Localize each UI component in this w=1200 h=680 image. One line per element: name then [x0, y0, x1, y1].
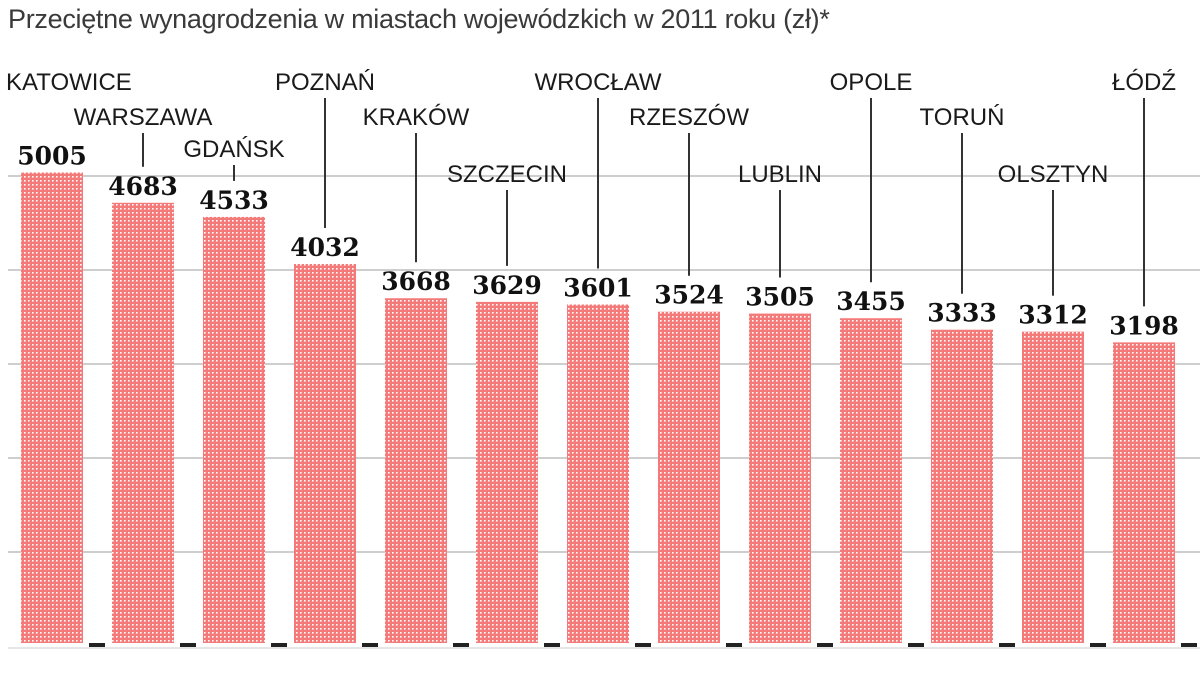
- category-label: OPOLE: [830, 69, 913, 96]
- value-label: 3198: [1109, 311, 1179, 340]
- value-label: 3505: [745, 283, 815, 312]
- category-label: RZESZÓW: [629, 104, 749, 131]
- category-label: WARSZAWA: [74, 104, 213, 131]
- labels: 5005 KATOWICE 4683 WARSZAWA 4533 GDAŃSK 4032 PO…: [6, 69, 1179, 340]
- category-label: ŁÓDŹ: [1112, 69, 1176, 96]
- bar: [840, 318, 902, 643]
- value-label: 3455: [836, 287, 906, 316]
- value-label: 4533: [199, 186, 269, 215]
- value-label: 3524: [654, 281, 724, 310]
- category-label: SZCZECIN: [447, 161, 567, 188]
- value-label: 3601: [563, 274, 633, 303]
- bar: [21, 172, 83, 643]
- bar: [203, 216, 265, 643]
- category-label: KATOWICE: [6, 69, 132, 96]
- value-label: 3312: [1018, 301, 1088, 330]
- bar: [112, 202, 174, 643]
- category-label: POZNAŃ: [275, 69, 375, 96]
- value-label: 5005: [17, 142, 87, 171]
- chart-title: Przeciętne wynagrodzenia w miastach woje…: [8, 4, 830, 34]
- category-label: KRAKÓW: [363, 104, 470, 131]
- value-label: 3629: [472, 271, 542, 300]
- bar: [658, 311, 720, 643]
- bar: [476, 301, 538, 643]
- bar: [749, 313, 811, 643]
- category-label: OLSZTYN: [998, 161, 1109, 188]
- leader-lines: [142, 98, 1145, 307]
- value-label: 3668: [381, 267, 451, 296]
- bar: [1113, 342, 1175, 643]
- bar: [385, 298, 447, 643]
- bar: [1022, 331, 1084, 643]
- category-label: WROCŁAW: [534, 69, 661, 96]
- bar: [931, 329, 993, 643]
- bar: [567, 304, 629, 643]
- category-label: GDAŃSK: [183, 136, 284, 163]
- category-label: TORUŃ: [920, 104, 1005, 131]
- value-label: 3333: [927, 299, 997, 328]
- value-label: 4032: [290, 233, 360, 262]
- bars: [21, 172, 1197, 647]
- category-label: LUBLIN: [738, 161, 822, 188]
- value-label: 4683: [108, 172, 178, 201]
- bar: [294, 263, 356, 643]
